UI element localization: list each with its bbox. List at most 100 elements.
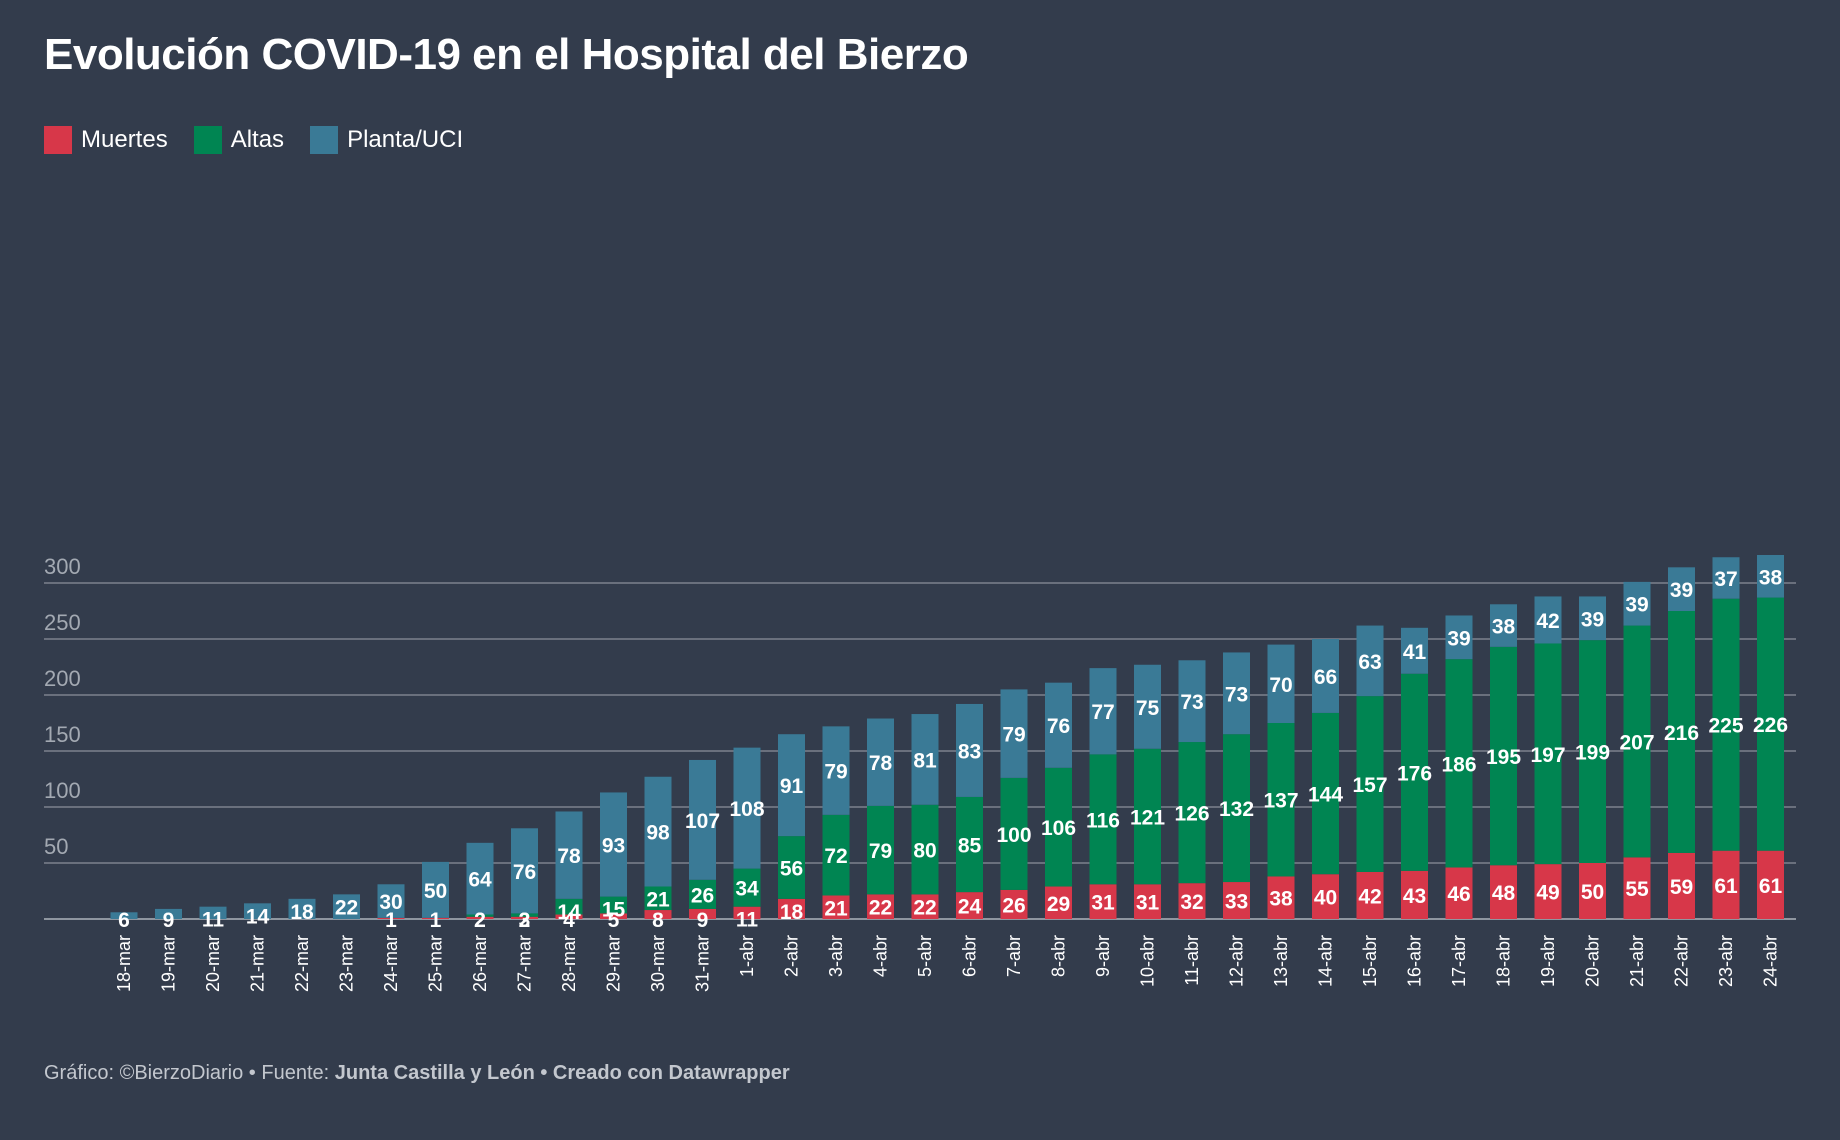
bar-planta-uci-25-mar <box>422 861 449 918</box>
bar-muertes-4-abr <box>867 894 894 919</box>
footer-source: Junta Castilla y León <box>334 1062 535 1084</box>
bar-muertes-22-abr <box>1668 852 1695 919</box>
bar-planta-uci-16-abr <box>1401 627 1428 674</box>
bar-planta-uci-24-abr <box>1757 555 1784 598</box>
bar-planta-uci-29-mar <box>600 792 627 897</box>
x-tick-label-21-abr: 21-abr <box>1627 935 1647 987</box>
bar-muertes-12-abr <box>1223 882 1250 919</box>
x-tick-label-17-abr: 17-abr <box>1449 935 1469 987</box>
value-label-planta-uci-13-abr: 70 <box>1269 674 1292 697</box>
x-tick-label-26-mar: 26-mar <box>470 935 490 992</box>
x-tick-label-20-mar: 20-mar <box>203 935 223 992</box>
legend-label-muertes: Muertes <box>81 126 168 153</box>
legend-label-altas: Altas <box>230 126 285 153</box>
bar-planta-uci-28-mar <box>555 811 583 899</box>
value-label-muertes-6-abr: 24 <box>958 896 982 919</box>
value-label-muertes-20-abr: 50 <box>1581 881 1604 904</box>
bar-muertes-14-abr <box>1312 874 1339 919</box>
x-tick-label-25-mar: 25-mar <box>426 935 446 992</box>
value-label-muertes-21-abr: 55 <box>1625 878 1649 901</box>
legend-item-muertes: Muertes <box>44 126 168 154</box>
value-label-altas-15-abr: 157 <box>1352 774 1387 797</box>
value-label-muertes-24-abr: 61 <box>1759 875 1783 898</box>
bar-muertes-7-abr <box>1000 889 1028 919</box>
bar-altas-27-mar <box>511 913 538 917</box>
value-label-muertes-9-abr: 31 <box>1091 892 1115 915</box>
value-label-altas-20-abr: 199 <box>1575 742 1610 765</box>
bar-muertes-24-mar <box>377 917 405 919</box>
value-label-altas-19-abr: 197 <box>1530 744 1565 767</box>
x-tick-label-23-mar: 23-mar <box>337 935 357 992</box>
value-label-muertes-2-abr: 18 <box>780 901 804 924</box>
value-label-altas-2-abr: 56 <box>780 857 803 880</box>
x-tick-label-19-mar: 19-mar <box>159 935 179 992</box>
x-tick-label-3-abr: 3-abr <box>826 935 846 977</box>
value-label-planta-uci-14-abr: 66 <box>1314 666 1337 689</box>
legend-swatch-altas <box>193 126 222 154</box>
value-label-planta-uci-15-abr: 63 <box>1358 651 1381 674</box>
bar-planta-uci-30-mar <box>644 776 672 887</box>
x-tick-label-15-abr: 15-abr <box>1360 935 1380 987</box>
bar-altas-18-abr <box>1490 646 1517 866</box>
x-tick-label-14-abr: 14-abr <box>1316 935 1336 987</box>
x-tick-label-22-mar: 22-mar <box>292 935 312 992</box>
value-label-altas-26-mar: 2 <box>474 909 486 932</box>
value-label-altas-1-abr: 34 <box>735 878 759 901</box>
bar-muertes-9-abr <box>1089 884 1117 919</box>
value-label-altas-5-abr: 80 <box>913 840 936 863</box>
value-label-planta-uci-7-abr: 79 <box>1002 724 1025 747</box>
bar-muertes-19-abr <box>1534 864 1562 919</box>
bar-muertes-3-abr <box>822 895 850 919</box>
bar-altas-19-abr <box>1534 643 1562 865</box>
bar-altas-3-abr <box>822 814 850 896</box>
bar-muertes-1-abr <box>733 906 761 919</box>
value-label-altas-24-abr: 226 <box>1753 714 1788 737</box>
value-label-muertes-13-abr: 38 <box>1269 888 1293 911</box>
value-label-muertes-18-abr: 48 <box>1492 882 1516 905</box>
bar-muertes-20-abr <box>1579 863 1606 919</box>
bar-planta-uci-13-abr <box>1267 644 1295 723</box>
bar-planta-uci-2-abr <box>778 734 805 837</box>
bar-altas-8-abr <box>1045 767 1072 887</box>
value-label-altas-21-abr: 207 <box>1619 731 1654 754</box>
bar-planta-uci-21-mar <box>244 903 271 919</box>
x-tick-label-1-abr: 1-abr <box>737 935 757 977</box>
x-tick-label-27-mar: 27-mar <box>515 935 535 992</box>
value-label-altas-3-abr: 72 <box>824 845 847 868</box>
bar-altas-28-mar <box>555 898 583 915</box>
value-label-planta-uci-25-mar: 50 <box>424 880 447 903</box>
bar-planta-uci-19-abr <box>1534 596 1562 644</box>
x-tick-label-13-abr: 13-abr <box>1271 935 1291 987</box>
bar-altas-7-abr <box>1000 777 1028 890</box>
x-tick-label-24-mar: 24-mar <box>381 935 401 992</box>
value-label-muertes-11-abr: 32 <box>1180 891 1203 914</box>
bar-planta-uci-10-abr <box>1134 664 1161 749</box>
value-label-planta-uci-1-abr: 108 <box>729 798 764 821</box>
chart-footer: Gráfico: ©BierzoDiario • Fuente: Junta C… <box>44 1062 790 1085</box>
bar-planta-uci-1-abr <box>733 747 761 869</box>
x-tick-label-28-mar: 28-mar <box>559 935 579 992</box>
value-label-altas-13-abr: 137 <box>1263 790 1298 813</box>
bar-altas-13-abr <box>1267 723 1295 877</box>
value-label-planta-uci-23-mar: 22 <box>335 897 358 920</box>
value-label-planta-uci-4-abr: 78 <box>869 752 893 775</box>
value-label-muertes-27-mar: 2 <box>519 909 531 932</box>
bar-muertes-18-abr <box>1490 865 1517 919</box>
value-label-planta-uci-2-abr: 91 <box>780 775 804 798</box>
value-label-muertes-1-abr: 11 <box>736 909 759 932</box>
value-label-planta-uci-5-abr: 81 <box>913 749 937 772</box>
bar-muertes-23-abr <box>1712 850 1740 919</box>
bar-altas-11-abr <box>1178 742 1206 884</box>
value-label-altas-4-abr: 79 <box>869 840 892 863</box>
bar-altas-9-abr <box>1089 754 1117 885</box>
x-tick-label-18-abr: 18-abr <box>1494 935 1514 987</box>
bar-muertes-29-mar <box>600 913 627 919</box>
y-tick-label-150: 150 <box>44 722 81 747</box>
value-label-planta-uci-20-abr: 39 <box>1581 608 1604 631</box>
x-tick-label-6-abr: 6-abr <box>960 935 980 977</box>
x-tick-label-5-abr: 5-abr <box>915 935 935 977</box>
x-tick-label-8-abr: 8-abr <box>1049 935 1069 977</box>
value-label-planta-uci-22-mar: 18 <box>290 901 314 924</box>
value-label-planta-uci-12-abr: 73 <box>1225 683 1248 706</box>
x-tick-label-12-abr: 12-abr <box>1227 935 1247 987</box>
